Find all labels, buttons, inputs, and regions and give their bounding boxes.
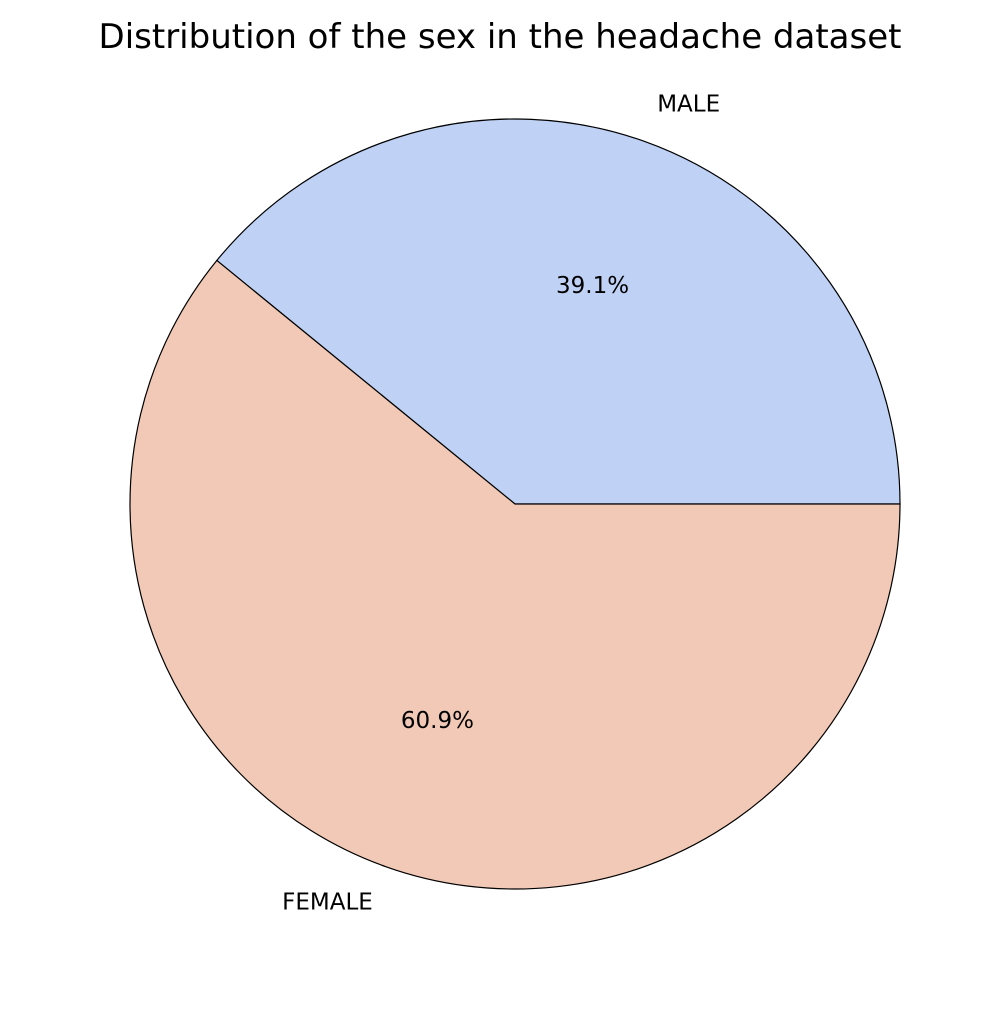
pie-slices [129, 118, 901, 890]
chart-title: Distribution of the sex in the headache … [99, 17, 902, 57]
slice-percent-female: 60.9% [401, 708, 474, 734]
pie-slice-male [215, 118, 901, 505]
slice-percent-male: 39.1% [556, 273, 629, 299]
pie-labels: MALE 39.1% FEMALE 60.9% [282, 92, 720, 916]
slice-label-female: FEMALE [282, 889, 373, 915]
pie-slice-female [129, 259, 901, 890]
slice-label-male: MALE [657, 92, 720, 118]
